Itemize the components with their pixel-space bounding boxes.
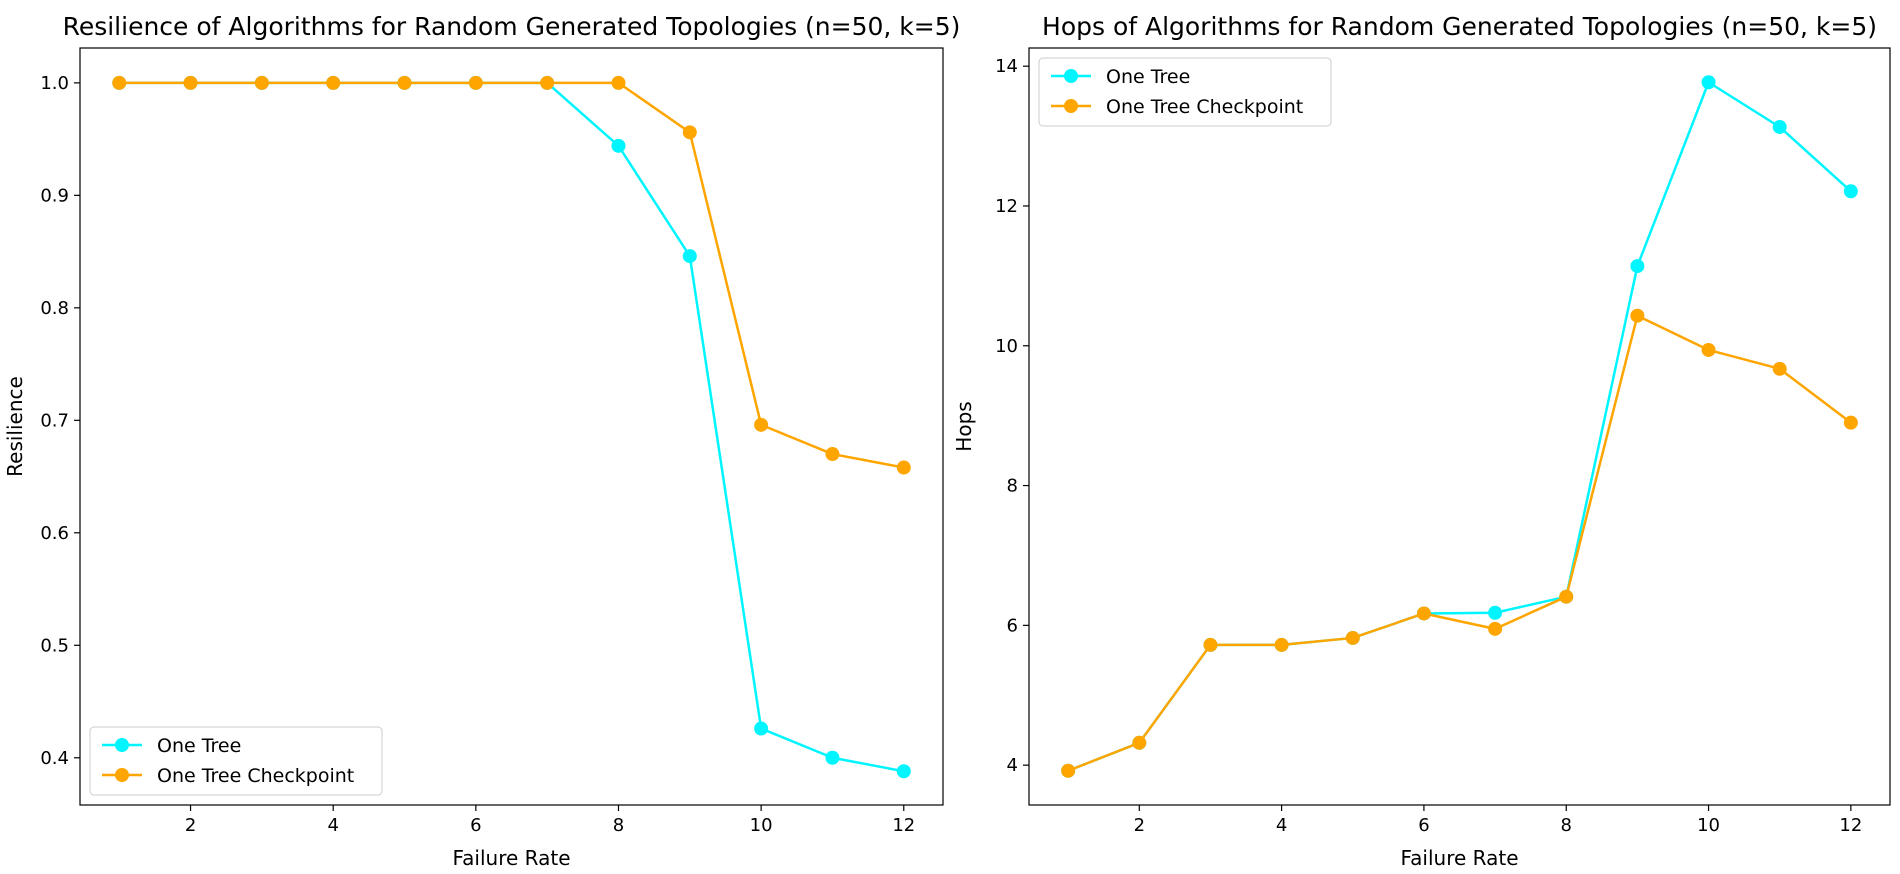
x-tick-label: 4 — [327, 815, 338, 836]
y-tick-label: 6 — [1007, 615, 1018, 636]
data-point-one-tree-checkpoint — [1203, 637, 1218, 652]
resilience-chart: Resilience of Algorithms for Random Gene… — [3, 12, 960, 870]
y-tick-label: 12 — [995, 196, 1018, 217]
data-point-one-tree-checkpoint — [254, 75, 269, 90]
data-point-one-tree-checkpoint — [1701, 342, 1716, 357]
y-tick-label: 4 — [1007, 755, 1018, 776]
series-line-one-tree-checkpoint — [119, 81, 905, 469]
x-tick-label: 6 — [1418, 815, 1429, 836]
data-point-one-tree-checkpoint — [1132, 735, 1147, 750]
data-point-one-tree — [611, 138, 626, 153]
legend-swatch-marker-one-tree-checkpoint — [1064, 99, 1078, 113]
legend-box — [1038, 57, 1332, 127]
x-tick-label: 4 — [1276, 815, 1287, 836]
data-point-one-tree-checkpoint — [397, 75, 412, 90]
data-point-one-tree — [754, 721, 769, 736]
y-tick-label: 14 — [995, 56, 1018, 77]
data-point-one-tree-checkpoint — [183, 75, 198, 90]
y-tick-label: 8 — [1007, 476, 1018, 497]
data-point-one-tree — [896, 764, 911, 779]
legend-box — [89, 726, 383, 796]
y-tick-label: 0.8 — [40, 298, 69, 319]
x-axis-label: Failure Rate — [452, 846, 570, 870]
data-point-one-tree-checkpoint — [825, 447, 840, 462]
legend-label-one-tree: One Tree — [1106, 66, 1190, 88]
series-line-one-tree — [1067, 81, 1852, 772]
data-point-one-tree-checkpoint — [1630, 308, 1645, 323]
data-point-one-tree-checkpoint — [754, 417, 769, 432]
x-axis-label: Failure Rate — [1400, 846, 1518, 870]
legend: One Tree One Tree Checkpoint — [1038, 57, 1332, 127]
y-tick-label: 0.7 — [40, 410, 69, 431]
data-point-one-tree — [1488, 605, 1503, 620]
y-tick-label: 0.9 — [40, 185, 69, 206]
legend: One Tree One Tree Checkpoint — [89, 726, 383, 796]
x-tick-label: 8 — [613, 815, 624, 836]
x-tick-label: 10 — [1697, 815, 1720, 836]
legend-label-one-tree: One Tree — [157, 735, 241, 757]
y-axis-label: Hops — [952, 401, 976, 451]
axes-frame — [79, 47, 944, 806]
axes-frame — [1028, 47, 1891, 806]
data-point-one-tree — [1701, 75, 1716, 90]
data-point-one-tree-checkpoint — [540, 75, 555, 90]
y-tick-label: 0.4 — [40, 748, 69, 769]
legend-label-one-tree-checkpoint: One Tree Checkpoint — [1106, 96, 1303, 118]
data-point-one-tree-checkpoint — [112, 75, 127, 90]
data-point-one-tree-checkpoint — [1416, 606, 1431, 621]
data-point-one-tree-checkpoint — [1061, 763, 1076, 778]
data-point-one-tree-checkpoint — [682, 125, 697, 140]
hops-chart: Hops of Algorithms for Random Generated … — [952, 12, 1891, 870]
x-tick-label: 2 — [185, 815, 196, 836]
data-point-one-tree-checkpoint — [468, 75, 483, 90]
legend-swatch-marker-one-tree-checkpoint — [115, 768, 129, 782]
data-point-one-tree-checkpoint — [611, 75, 626, 90]
y-tick-label: 0.6 — [40, 523, 69, 544]
series-line-one-tree — [119, 81, 905, 773]
legend-label-one-tree-checkpoint: One Tree Checkpoint — [157, 765, 354, 787]
legend-swatch-marker-one-tree — [115, 738, 129, 752]
chart-title: Resilience of Algorithms for Random Gene… — [63, 12, 961, 41]
x-tick-label: 8 — [1561, 815, 1572, 836]
data-point-one-tree-checkpoint — [1559, 589, 1574, 604]
x-tick-label: 2 — [1134, 815, 1145, 836]
x-tick-label: 12 — [1839, 815, 1862, 836]
data-point-one-tree-checkpoint — [1772, 361, 1787, 376]
series-line-one-tree-checkpoint — [1067, 314, 1852, 772]
data-point-one-tree — [1843, 184, 1858, 199]
y-tick-label: 0.5 — [40, 635, 69, 656]
data-point-one-tree-checkpoint — [1345, 630, 1360, 645]
data-point-one-tree — [1630, 259, 1645, 274]
data-point-one-tree-checkpoint — [896, 460, 911, 475]
legend-swatch-marker-one-tree — [1064, 69, 1078, 83]
data-point-one-tree-checkpoint — [1274, 637, 1289, 652]
chart-title: Hops of Algorithms for Random Generated … — [1042, 12, 1877, 41]
x-tick-label: 6 — [470, 815, 481, 836]
data-point-one-tree-checkpoint — [1488, 621, 1503, 636]
data-point-one-tree-checkpoint — [1843, 415, 1858, 430]
y-tick-label: 1.0 — [40, 73, 69, 94]
y-axis-label: Resilience — [3, 376, 27, 477]
data-point-one-tree — [682, 249, 697, 264]
data-point-one-tree-checkpoint — [326, 75, 341, 90]
y-tick-label: 10 — [995, 336, 1018, 357]
x-tick-label: 12 — [892, 815, 915, 836]
data-point-one-tree — [1772, 119, 1787, 134]
data-point-one-tree — [825, 750, 840, 765]
x-tick-label: 10 — [750, 815, 773, 836]
